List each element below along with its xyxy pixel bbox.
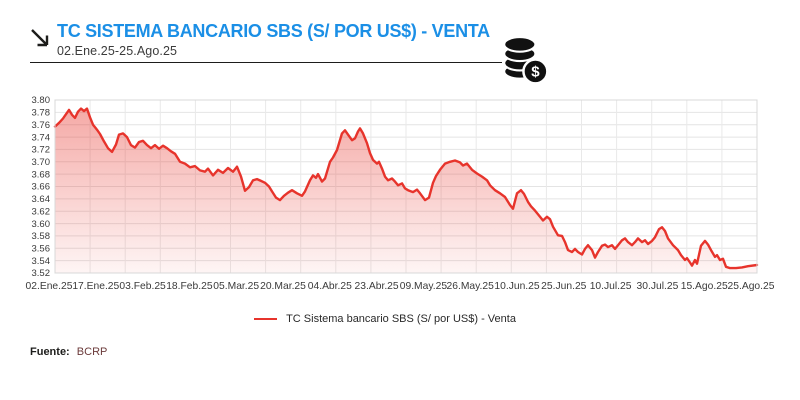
legend-line-marker [254, 318, 278, 320]
y-axis-labels: 3.80 3.783.763.74 3.723.703.68 3.663.643.62… [32, 95, 51, 279]
area-fill [55, 108, 757, 273]
svg-text:3.78: 3.78 [32, 108, 51, 119]
svg-text:09.May.25: 09.May.25 [400, 281, 448, 292]
date-range-subtitle: 02.Ene.25-25.Ago.25 [57, 43, 178, 58]
svg-text:25.Jun.25: 25.Jun.25 [541, 281, 587, 292]
svg-text:3.58: 3.58 [32, 231, 51, 242]
svg-text:3.60: 3.60 [32, 219, 51, 230]
money-coins-dollar-icon: $ [500, 34, 550, 86]
source-label: Fuente: [30, 346, 70, 358]
page-title: TC SISTEMA BANCARIO SBS (S/ POR US$) - V… [57, 21, 490, 41]
svg-text:3.80: 3.80 [32, 95, 51, 106]
source-note: Fuente: BCRP [30, 346, 107, 358]
svg-text:3.68: 3.68 [32, 169, 51, 180]
svg-text:3.56: 3.56 [32, 244, 51, 255]
legend-label: TC Sistema bancario SBS (S/ por US$) - V… [286, 313, 516, 325]
x-axis-labels: 02.Ene.25 17.Ene.25 03.Feb.25 18.Feb.25 05.M… [26, 281, 775, 292]
svg-text:3.76: 3.76 [32, 120, 51, 131]
chart-legend: TC Sistema bancario SBS (S/ por US$) - V… [0, 313, 785, 325]
trend-down-right-arrow-icon [28, 26, 52, 50]
svg-text:04.Abr.25: 04.Abr.25 [308, 281, 352, 292]
svg-text:3.52: 3.52 [32, 268, 51, 279]
svg-text:3.66: 3.66 [32, 182, 51, 193]
svg-text:3.54: 3.54 [32, 256, 51, 267]
svg-text:17.Ene.25: 17.Ene.25 [72, 281, 119, 292]
svg-text:30.Jul.25: 30.Jul.25 [637, 281, 679, 292]
svg-text:23.Abr.25: 23.Abr.25 [355, 281, 399, 292]
svg-text:25.Ago.25: 25.Ago.25 [728, 281, 775, 292]
header: TC SISTEMA BANCARIO SBS (S/ POR US$) - V… [0, 0, 800, 92]
plot-border [54, 99, 758, 274]
svg-text:15.Ago.25: 15.Ago.25 [681, 281, 728, 292]
title-block: TC SISTEMA BANCARIO SBS (S/ POR US$) - V… [57, 21, 490, 58]
svg-text:26.May.25: 26.May.25 [447, 281, 495, 292]
svg-text:3.74: 3.74 [32, 132, 51, 143]
svg-text:3.62: 3.62 [32, 206, 51, 217]
svg-text:3.70: 3.70 [32, 157, 51, 168]
svg-text:3.64: 3.64 [32, 194, 51, 205]
svg-text:20.Mar.25: 20.Mar.25 [260, 281, 306, 292]
price-line [53, 107, 759, 270]
svg-text:02.Ene.25: 02.Ene.25 [26, 281, 73, 292]
svg-text:03.Feb.25: 03.Feb.25 [119, 281, 166, 292]
header-divider [30, 62, 502, 63]
svg-text:05.Mar.25: 05.Mar.25 [213, 281, 259, 292]
svg-text:3.72: 3.72 [32, 145, 51, 156]
svg-text:10.Jul.25: 10.Jul.25 [590, 281, 632, 292]
svg-text:18.Feb.25: 18.Feb.25 [166, 281, 213, 292]
source-value: BCRP [76, 346, 108, 358]
svg-text:10.Jun.25: 10.Jun.25 [494, 281, 540, 292]
svg-text:$: $ [531, 64, 540, 81]
